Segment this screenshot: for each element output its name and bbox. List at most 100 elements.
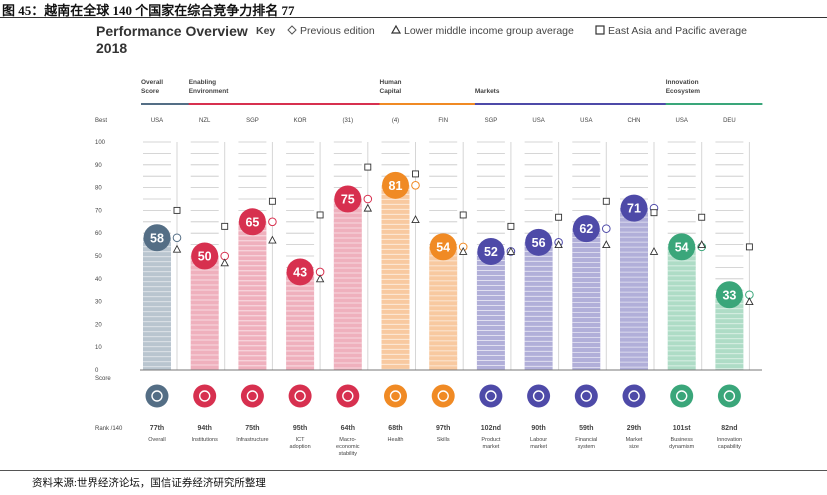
icon-glyph [246,390,259,402]
legend-label: Previous edition [300,25,375,37]
icon-badge [717,384,741,408]
rank-value: 29th [627,425,641,432]
pillar-name: market [530,444,547,450]
previous-edition-marker [268,217,277,227]
pillar-name: Innovation [717,437,742,443]
bar [429,246,458,370]
group-label: Overall [141,79,163,86]
top-rule [0,17,827,18]
best-label: Best [95,118,107,124]
group-label: Markets [475,88,500,95]
best-country-label: NZL [199,118,211,124]
group-rule [665,103,763,105]
lower-middle-income-marker [315,274,325,283]
lower-middle-income-marker [363,203,373,212]
icon-badge [479,384,503,408]
icon-badge [145,384,169,408]
diamond-icon [287,25,297,35]
y-tick-label: 20 [95,322,102,328]
value-bubble [715,281,743,309]
group-rule [141,103,190,105]
pillar-name: Financial [575,437,597,443]
rank-value: 95th [293,425,307,432]
pillar-name: capability [718,444,741,450]
lower-middle-income-marker [172,244,182,253]
east-asia-pacific-marker [555,213,563,221]
pillar-name: Business [671,437,694,443]
icon-badge [240,384,264,408]
group-rule [188,103,381,105]
rank-value: 77th [150,425,164,432]
pillar-name: ICT [296,437,306,443]
best-country-label: USA [676,118,688,124]
chip-icon [288,384,312,408]
chart-subtitle: 2018 [96,40,127,56]
value-bubble [525,228,553,256]
icon-glyph [342,390,354,402]
previous-edition-marker [602,224,611,233]
y-tick-label: 60 [95,231,102,237]
bar [190,256,219,370]
bar [620,208,648,370]
labour-people-icon [527,384,551,408]
rank-axis-label: Rank /140 [95,426,123,432]
icon-badge [527,384,551,408]
rank-value: 68th [388,425,402,432]
previous-edition-marker [411,181,420,190]
east-asia-pacific-marker [173,206,181,214]
group-label: Capital [380,88,402,95]
value-bubble [143,224,171,252]
best-country-label: (4) [392,118,399,124]
icon-glyph [437,390,449,402]
bar [381,185,410,370]
value-label: 50 [198,250,212,264]
value-label: 71 [627,202,641,216]
icon-badge [670,384,694,408]
value-label: 54 [675,240,689,254]
east-asia-pacific-marker [507,222,515,230]
pillar-name: Skills [437,437,450,443]
bar [667,246,696,370]
value-bubble [238,208,266,236]
pillar-name: Macro- [339,437,356,443]
y-tick-label: 80 [95,186,102,192]
icon-glyph [389,390,402,402]
y-tick-label: 90 [95,163,102,169]
pillar-name: Overall [148,437,165,443]
legend-label: East Asia and Pacific average [608,25,747,37]
bar [572,228,601,370]
pillar-name: adoption [290,444,311,450]
rank-value: 59th [579,425,593,432]
previous-edition-marker [172,233,182,243]
square-icon [595,25,605,35]
pillar-name: Institutions [192,437,219,443]
best-country-label: USA [151,118,163,124]
legend-title: Key [256,25,275,37]
group-rule [474,103,667,105]
rank-value: 90th [531,425,545,432]
lower-middle-income-marker [602,240,611,249]
value-bubble [620,194,648,222]
pillar-name: Market [626,437,643,443]
bar [333,199,362,370]
east-asia-pacific-marker [745,243,753,251]
value-label: 54 [436,240,450,254]
y-tick-label: 100 [95,140,106,146]
rank-labels: 77th Overall 94th Institutions 75th Infrastru… [148,425,742,457]
pillar-groups: Overall Score Enabling Environment Human Capi… [141,79,763,105]
east-asia-pacific-marker [316,211,324,219]
best-country-label: (31) [342,118,353,124]
east-asia-pacific-marker [412,170,419,178]
lower-middle-income-marker [649,246,659,255]
institutions-icon [193,384,217,408]
y-tick-label: 40 [95,277,102,283]
lower-middle-income-marker [697,240,706,249]
group-label: Innovation [666,79,699,86]
y-tick-label: 50 [95,254,102,260]
value-bubble [382,171,409,199]
product-tag-icon [479,384,503,408]
value-label: 58 [150,231,164,245]
value-bubble [334,185,362,213]
icon-glyph [580,390,592,402]
pillar-name: system [578,444,596,450]
